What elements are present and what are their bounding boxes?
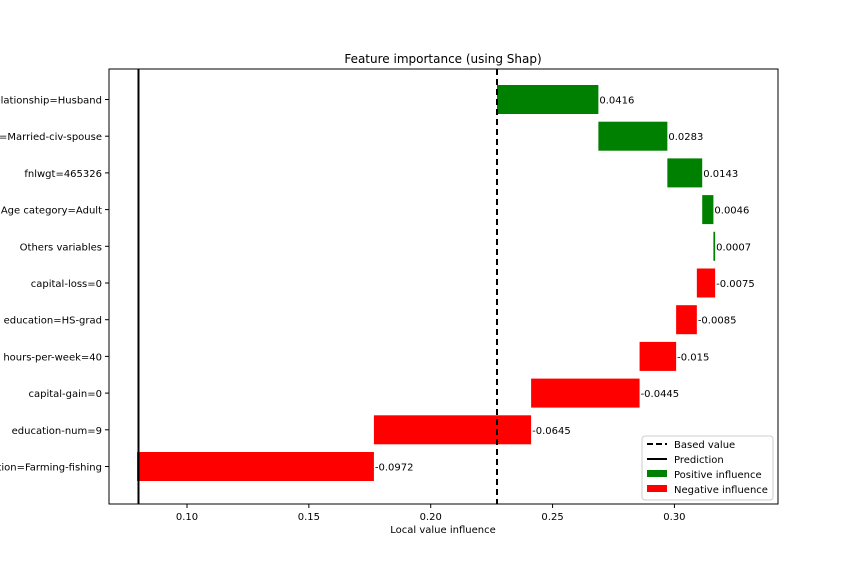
bar-7 [639, 341, 677, 371]
y-tick-label-3: Age category=Adult [1, 206, 102, 217]
bar-3 [702, 195, 714, 225]
y-tick-label-8: capital-gain=0 [28, 389, 102, 400]
bar-6 [676, 305, 697, 335]
bar-9 [373, 415, 532, 445]
y-tick-label-7: hours-per-week=40 [3, 352, 102, 363]
y-tick-label-6: education=HS-grad [4, 316, 102, 327]
value-label-5: -0.0075 [716, 279, 755, 290]
y-axis: Relationship=Husband Marital-status=Marri… [0, 96, 109, 474]
value-label-10: -0.0972 [375, 463, 414, 474]
bar-10 [137, 452, 374, 481]
x-tick-label-3: 0.25 [541, 512, 563, 523]
value-label-3: 0.0046 [714, 206, 749, 217]
plot-frame [108, 68, 779, 505]
x-tick-label-0: 0.10 [176, 512, 198, 523]
bar-8 [531, 378, 640, 408]
value-label-0: 0.0416 [599, 96, 634, 107]
y-tick-label-2: fnlwgt=465326 [24, 169, 102, 180]
y-tick-label-1: Marital-status=Married-civ-spouse [0, 132, 102, 143]
legend-positive-swatch [647, 470, 667, 477]
legend-positive-label: Positive influence [674, 470, 762, 481]
chart-title: Feature importance (using Shap) [344, 52, 541, 66]
x-axis: 0.10 0.15 0.20 0.25 0.30 [176, 504, 686, 523]
value-label-4: 0.0007 [716, 242, 751, 253]
bars-group [137, 85, 716, 481]
bar-2 [667, 158, 703, 188]
y-tick-label-10: Occupation=Farming-fishing [0, 463, 102, 474]
value-label-8: -0.0445 [641, 389, 680, 400]
legend-box [641, 435, 774, 501]
value-label-2: 0.0143 [703, 169, 738, 180]
value-label-7: -0.015 [677, 352, 709, 363]
bar-5 [696, 268, 716, 298]
y-tick-label-0: Relationship=Husband [0, 96, 102, 107]
y-tick-label-4: Others variables [20, 242, 102, 253]
x-tick-label-4: 0.30 [663, 512, 685, 523]
legend: Based value Prediction Positive influenc… [641, 435, 774, 501]
bar-0 [496, 85, 599, 114]
value-label-9: -0.0645 [532, 426, 571, 437]
y-tick-label-9: education-num=9 [12, 426, 102, 437]
x-tick-label-2: 0.20 [420, 512, 442, 523]
legend-prediction-label: Prediction [674, 455, 724, 466]
legend-negative-label: Negative influence [674, 485, 768, 496]
value-label-1: 0.0283 [668, 132, 703, 143]
bar-4 [713, 231, 716, 261]
value-labels-group: 0.0416 0.0283 0.0143 0.0046 0.0007 -0.0075 -0.… [375, 96, 755, 474]
legend-negative-swatch [647, 485, 667, 492]
value-label-6: -0.0085 [698, 316, 737, 327]
bar-1 [598, 121, 668, 151]
legend-based-value-label: Based value [674, 440, 735, 451]
x-axis-label: Local value influence [390, 525, 495, 536]
plot-area: 0.0416 0.0283 0.0143 0.0046 0.0007 -0.0075 -0.… [108, 68, 779, 505]
x-tick-label-1: 0.15 [298, 512, 320, 523]
y-tick-label-5: capital-loss=0 [31, 279, 102, 290]
